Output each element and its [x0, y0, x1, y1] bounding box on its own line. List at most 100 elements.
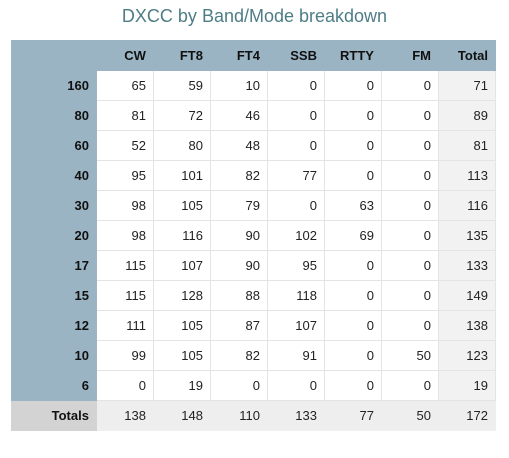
cell-ft8: 101 — [152, 160, 211, 191]
cell-cw: 98 — [95, 190, 154, 221]
cell-rtty: 0 — [323, 310, 382, 341]
cell-rtty: 0 — [323, 280, 382, 311]
totals-cell-ft8: 148 — [152, 400, 211, 431]
row-band-label: 160 — [11, 70, 97, 101]
cell-rtty: 0 — [323, 70, 382, 101]
cell-total: 71 — [437, 70, 497, 101]
cell-ssb: 95 — [266, 250, 325, 281]
row-band-label: 6 — [11, 370, 97, 401]
cell-ft4: 48 — [209, 130, 268, 161]
cell-cw: 0 — [95, 370, 154, 401]
row-band-label: 60 — [11, 130, 97, 161]
cell-total: 116 — [437, 190, 497, 221]
row-band-label: 40 — [11, 160, 97, 191]
cell-ft8: 105 — [152, 340, 211, 371]
cell-ssb: 107 — [266, 310, 325, 341]
table-row: 15 115 128 88 118 0 0 149 — [11, 280, 497, 311]
cell-ft8: 59 — [152, 70, 211, 101]
table-row: 6 0 19 0 0 0 0 19 — [11, 370, 497, 401]
cell-fm: 0 — [380, 370, 439, 401]
cell-ft4: 82 — [209, 340, 268, 371]
cell-rtty: 63 — [323, 190, 382, 221]
cell-cw: 52 — [95, 130, 154, 161]
cell-ft4: 46 — [209, 100, 268, 131]
cell-fm: 0 — [380, 310, 439, 341]
totals-cell-ft4: 110 — [209, 400, 268, 431]
table-row: 12 111 105 87 107 0 0 138 — [11, 310, 497, 341]
cell-total: 19 — [437, 370, 497, 401]
cell-cw: 115 — [95, 250, 154, 281]
header-cell-cw: CW — [95, 40, 154, 71]
header-cell-ft8: FT8 — [152, 40, 211, 71]
table-row: 160 65 59 10 0 0 0 71 — [11, 70, 497, 101]
cell-ft4: 82 — [209, 160, 268, 191]
cell-ssb: 0 — [266, 100, 325, 131]
header-cell-ft4: FT4 — [209, 40, 268, 71]
cell-ft8: 116 — [152, 220, 211, 251]
cell-fm: 0 — [380, 70, 439, 101]
table-row: 40 95 101 82 77 0 0 113 — [11, 160, 497, 191]
row-band-label: 10 — [11, 340, 97, 371]
cell-cw: 99 — [95, 340, 154, 371]
table-body: 160 65 59 10 0 0 0 71 80 81 72 46 0 0 0 89 60 52 80 48 0 0 0 81… — [11, 70, 497, 431]
cell-ft8: 80 — [152, 130, 211, 161]
cell-ft8: 72 — [152, 100, 211, 131]
cell-rtty: 0 — [323, 250, 382, 281]
cell-ft4: 90 — [209, 220, 268, 251]
row-band-label: 20 — [11, 220, 97, 251]
cell-ft4: 79 — [209, 190, 268, 221]
cell-ft4: 87 — [209, 310, 268, 341]
totals-cell-ssb: 133 — [266, 400, 325, 431]
cell-rtty: 0 — [323, 130, 382, 161]
cell-ft4: 88 — [209, 280, 268, 311]
cell-rtty: 69 — [323, 220, 382, 251]
totals-cell-rtty: 77 — [323, 400, 382, 431]
cell-ft4: 10 — [209, 70, 268, 101]
cell-ssb: 118 — [266, 280, 325, 311]
cell-cw: 65 — [95, 70, 154, 101]
cell-rtty: 0 — [323, 160, 382, 191]
table-header-row: CW FT8 FT4 SSB RTTY FM Total — [11, 40, 497, 71]
row-band-label: 30 — [11, 190, 97, 221]
cell-cw: 95 — [95, 160, 154, 191]
cell-fm: 0 — [380, 250, 439, 281]
cell-cw: 111 — [95, 310, 154, 341]
cell-ft8: 19 — [152, 370, 211, 401]
cell-ssb: 0 — [266, 70, 325, 101]
table-row: 20 98 116 90 102 69 0 135 — [11, 220, 497, 251]
header-cell-total: Total — [437, 40, 497, 71]
cell-ft4: 90 — [209, 250, 268, 281]
cell-fm: 0 — [380, 130, 439, 161]
cell-rtty: 0 — [323, 370, 382, 401]
cell-cw: 98 — [95, 220, 154, 251]
cell-ssb: 77 — [266, 160, 325, 191]
cell-total: 89 — [437, 100, 497, 131]
row-band-label: 80 — [11, 100, 97, 131]
cell-ft8: 107 — [152, 250, 211, 281]
cell-total: 81 — [437, 130, 497, 161]
cell-ssb: 91 — [266, 340, 325, 371]
cell-ssb: 0 — [266, 130, 325, 161]
row-band-label: 12 — [11, 310, 97, 341]
cell-fm: 50 — [380, 340, 439, 371]
header-cell-ssb: SSB — [266, 40, 325, 71]
cell-total: 149 — [437, 280, 497, 311]
cell-total: 123 — [437, 340, 497, 371]
row-band-label: 17 — [11, 250, 97, 281]
totals-label: Totals — [11, 400, 97, 431]
cell-total: 113 — [437, 160, 497, 191]
cell-cw: 115 — [95, 280, 154, 311]
cell-ssb: 0 — [266, 190, 325, 221]
cell-fm: 0 — [380, 100, 439, 131]
totals-cell-fm: 50 — [380, 400, 439, 431]
table-row: 80 81 72 46 0 0 0 89 — [11, 100, 497, 131]
cell-ft8: 105 — [152, 310, 211, 341]
cell-fm: 0 — [380, 160, 439, 191]
header-cell-fm: FM — [380, 40, 439, 71]
dxcc-breakdown-table: CW FT8 FT4 SSB RTTY FM Total 160 65 59 10 0 0… — [11, 40, 497, 431]
page-title: DXCC by Band/Mode breakdown — [121, 6, 388, 26]
cell-total: 133 — [437, 250, 497, 281]
totals-cell-total: 172 — [437, 400, 497, 431]
cell-ft8: 128 — [152, 280, 211, 311]
cell-total: 138 — [437, 310, 497, 341]
